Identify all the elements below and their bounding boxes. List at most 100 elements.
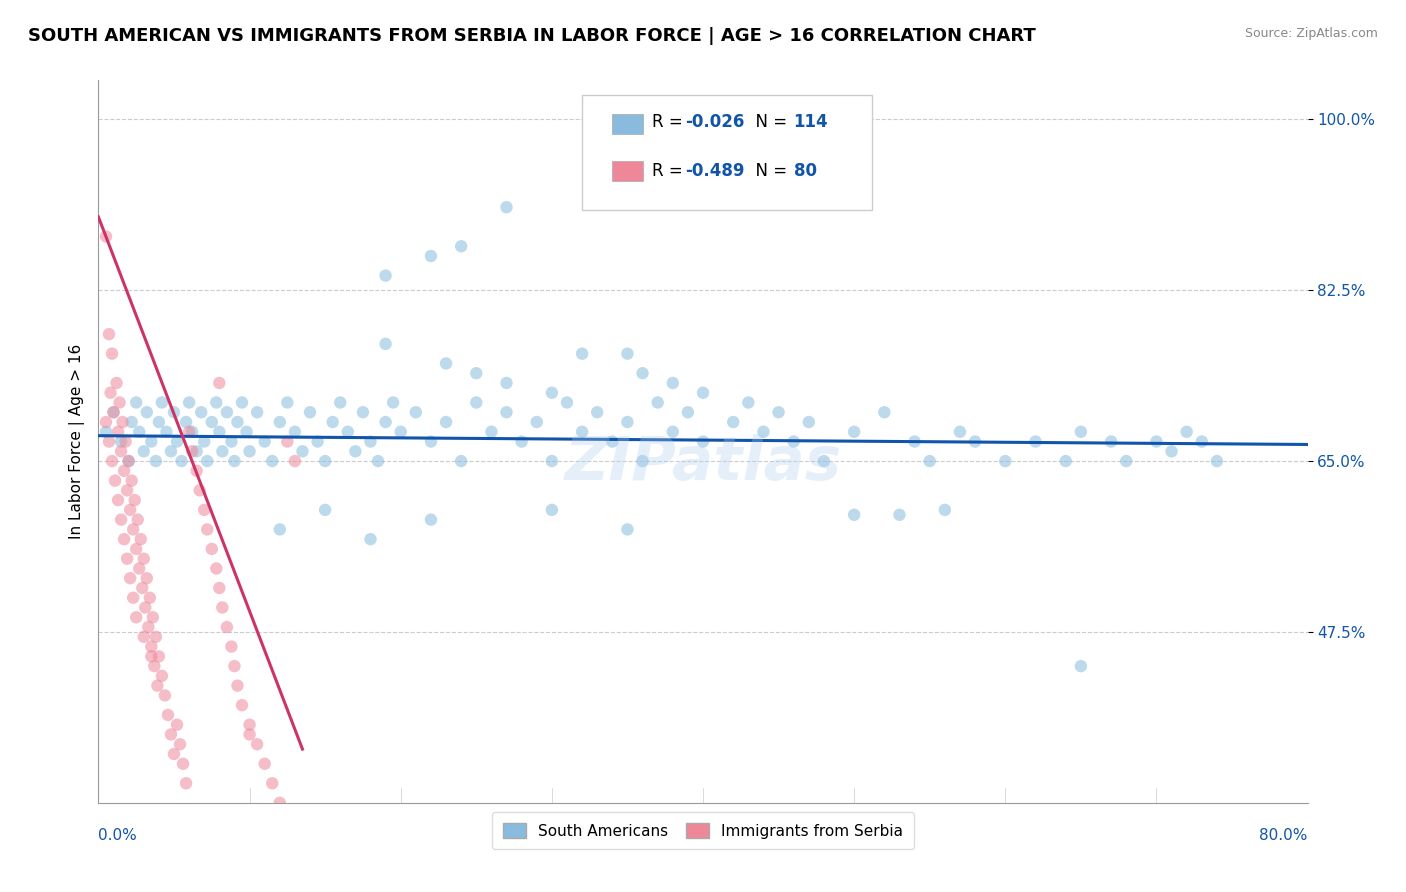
Point [873,405,896,419]
Text: 80: 80 [793,161,817,179]
Point [215,620,238,634]
Point [121,474,143,488]
Point [181,444,204,458]
Point [145,630,167,644]
Point [262,454,284,468]
Point [723,415,745,429]
Point [205,395,228,409]
Point [434,356,457,370]
Point [314,454,336,468]
Point [571,346,593,360]
Point [692,385,714,400]
Point [314,503,336,517]
Point [166,434,188,449]
Point [127,513,149,527]
Point [344,444,367,458]
Point [465,366,488,380]
Point [510,434,533,449]
Point [108,395,131,409]
Point [291,444,314,458]
Point [142,610,165,624]
Point [215,405,238,419]
Text: 80.0%: 80.0% [1260,828,1308,843]
Point [329,395,352,409]
Point [120,503,142,517]
FancyBboxPatch shape [613,161,643,181]
Point [224,659,246,673]
Point [336,425,359,439]
Point [389,425,412,439]
Legend: South Americans, Immigrants from Serbia: South Americans, Immigrants from Serbia [492,812,914,849]
Point [208,425,231,439]
Point [118,454,141,468]
Point [179,425,201,439]
Point [367,454,389,468]
Point [112,464,135,478]
Point [1024,434,1046,449]
Point [135,571,157,585]
FancyBboxPatch shape [613,114,643,135]
Point [495,200,517,214]
Point [752,425,775,439]
Point [112,532,135,546]
Point [322,415,344,429]
Point [299,405,322,419]
Point [128,561,150,575]
Text: N =: N = [745,161,793,179]
Point [153,689,176,703]
Point [889,508,911,522]
Point [114,434,136,449]
Point [269,523,291,537]
Point [360,434,382,449]
Point [124,493,146,508]
Point [420,513,443,527]
Point [276,434,298,449]
FancyBboxPatch shape [582,95,872,211]
Point [104,474,127,488]
Point [141,434,163,449]
Point [918,454,941,468]
Point [195,523,218,537]
Point [631,454,654,468]
Point [231,698,253,713]
Point [148,649,170,664]
Point [797,415,820,429]
Point [1054,454,1077,468]
Point [128,425,150,439]
Point [121,415,143,429]
Point [616,346,638,360]
Point [170,454,193,468]
Point [965,434,987,449]
Point [111,415,134,429]
Point [239,717,262,731]
Point [262,776,284,790]
Text: ZIPatlas: ZIPatlas [564,434,842,492]
Y-axis label: In Labor Force | Age > 16: In Labor Force | Age > 16 [69,344,84,539]
Point [540,454,562,468]
Point [844,508,866,522]
Point [125,541,148,556]
Point [405,405,427,419]
Point [141,649,163,664]
Point [94,415,117,429]
Point [110,513,132,527]
Point [160,727,183,741]
Point [586,405,609,419]
Point [100,385,122,400]
Point [135,405,157,419]
Point [540,503,562,517]
Point [195,454,218,468]
Point [934,503,956,517]
Point [374,337,396,351]
Point [181,425,204,439]
Point [107,493,129,508]
Point [150,395,173,409]
Point [307,434,329,449]
Point [269,415,291,429]
Point [115,483,138,498]
Point [374,268,396,283]
Point [1191,434,1213,449]
Point [495,376,517,390]
Point [602,434,624,449]
Text: 0.0%: 0.0% [98,828,138,843]
